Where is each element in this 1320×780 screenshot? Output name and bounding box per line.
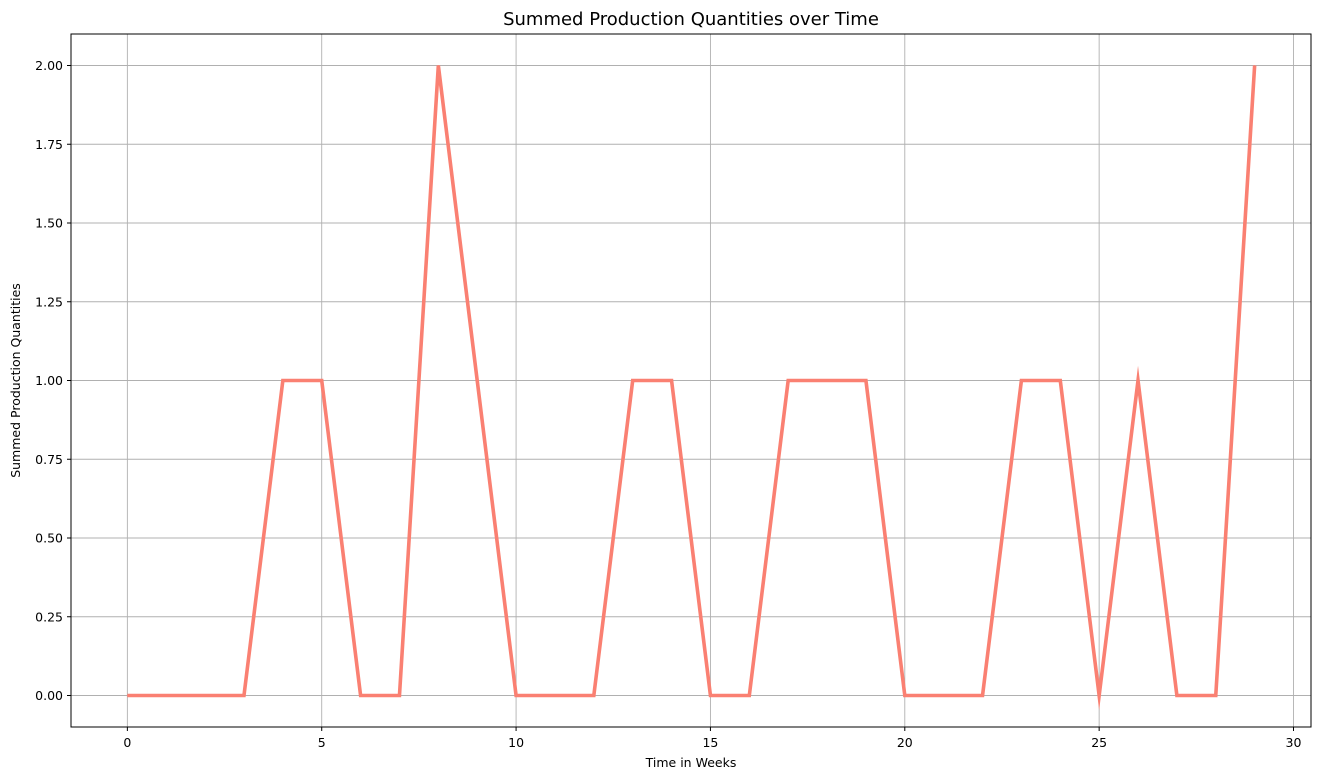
data-point: [398, 695, 400, 696]
data-point: [748, 695, 750, 696]
data-point: [1059, 380, 1061, 381]
data-point: [476, 380, 478, 381]
data-point: [865, 380, 867, 381]
production-series-line: [127, 65, 1257, 711]
data-point: [1215, 695, 1217, 696]
data-point: [554, 695, 556, 696]
data-point: [515, 695, 517, 696]
chart-title: Summed Production Quantities over Time: [503, 9, 879, 30]
data-point: [321, 380, 323, 381]
y-tick-label: 0.50: [35, 531, 63, 546]
data-point: [1176, 695, 1178, 696]
data-point: [126, 695, 128, 696]
x-tick-label: 5: [318, 735, 326, 750]
y-tick-label: 1.75: [35, 137, 63, 152]
y-axis-label: Summed Production Quantities: [8, 283, 23, 478]
data-point: [1137, 380, 1139, 381]
x-tick-label: 0: [123, 735, 131, 750]
data-point: [1020, 380, 1022, 381]
y-tick-label: 0.25: [35, 609, 63, 624]
data-point: [904, 695, 906, 696]
x-axis-label: Time in Weeks: [645, 755, 737, 770]
data-point: [943, 695, 945, 696]
data-point: [787, 380, 789, 381]
data-point: [982, 695, 984, 696]
data-point: [632, 380, 634, 381]
x-tick-label: 15: [702, 735, 718, 750]
x-tick-label: 20: [897, 735, 913, 750]
x-tick-label: 30: [1286, 735, 1302, 750]
data-point: [243, 695, 245, 696]
grid: [71, 34, 1311, 727]
data-point: [282, 380, 284, 381]
data-point: [1254, 65, 1256, 66]
data-point: [671, 380, 673, 381]
y-tick-label: 0.75: [35, 452, 63, 467]
y-tick-label: 1.25: [35, 294, 63, 309]
y-tick-label: 1.50: [35, 216, 63, 231]
data-point: [165, 695, 167, 696]
data-point: [709, 695, 711, 696]
data-point: [593, 695, 595, 696]
x-tick-label: 10: [508, 735, 524, 750]
data-point: [437, 65, 439, 66]
y-tick-label: 0.00: [35, 688, 63, 703]
y-axis: 0.00 0.25 0.50 0.75 1.00 1.25 1.50 1.75 2.00: [35, 58, 71, 703]
data-point: [204, 695, 206, 696]
y-tick-label: 2.00: [35, 58, 63, 73]
data-point: [1098, 695, 1100, 696]
series-layer: [126, 65, 1257, 711]
data-point: [826, 380, 828, 381]
x-axis: 0 5 10 15 20 25 30: [123, 727, 1302, 750]
x-tick-label: 25: [1091, 735, 1107, 750]
data-point: [360, 695, 362, 696]
y-tick-label: 1.00: [35, 373, 63, 388]
